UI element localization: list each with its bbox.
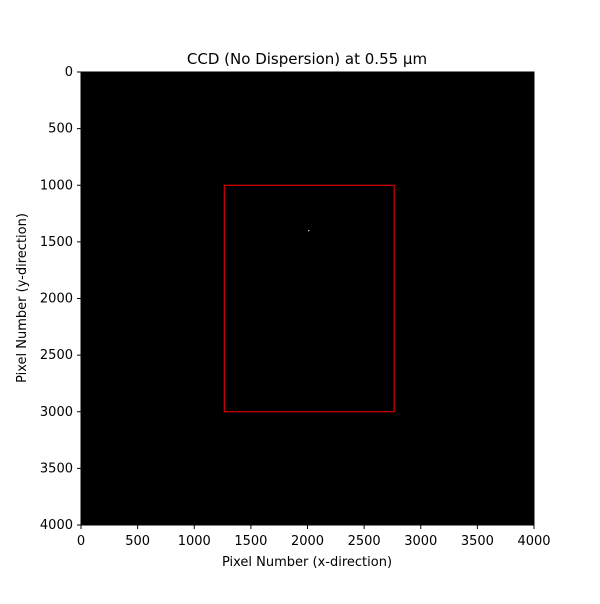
x-axis: 0 500 1000 1500 2000 2500 3000 3500 4000 xyxy=(77,525,551,549)
plot-area xyxy=(81,72,534,525)
y-tick-label: 500 xyxy=(48,122,73,137)
x-tick-label: 1000 xyxy=(178,534,211,549)
y-tick-label: 2500 xyxy=(40,348,73,363)
x-tick-label: 3500 xyxy=(461,534,494,549)
y-tick-label: 4000 xyxy=(40,518,73,533)
y-axis-label: Pixel Number (y-direction) xyxy=(15,213,30,383)
y-tick-label: 1000 xyxy=(40,178,73,193)
y-tick-label: 1500 xyxy=(40,235,73,250)
x-tick-label: 4000 xyxy=(517,534,550,549)
x-tick-label: 2500 xyxy=(348,534,381,549)
x-tick-label: 500 xyxy=(125,534,150,549)
x-tick-label: 0 xyxy=(77,534,85,549)
x-tick-label: 2000 xyxy=(291,534,324,549)
y-axis: 0 500 1000 1500 2000 2500 3000 3500 4000 xyxy=(40,65,81,533)
y-tick-label: 3000 xyxy=(40,405,73,420)
y-tick-label: 2000 xyxy=(40,292,73,307)
x-axis-label: Pixel Number (x-direction) xyxy=(222,555,392,570)
x-tick-label: 3000 xyxy=(404,534,437,549)
x-tick-label: 1500 xyxy=(234,534,267,549)
source-point xyxy=(308,230,310,232)
y-tick-label: 3500 xyxy=(40,461,73,476)
y-tick-label: 0 xyxy=(65,65,73,80)
region-rectangle xyxy=(223,184,395,413)
annotations xyxy=(223,184,395,413)
chart-title: CCD (No Dispersion) at 0.55 µm xyxy=(187,50,427,68)
